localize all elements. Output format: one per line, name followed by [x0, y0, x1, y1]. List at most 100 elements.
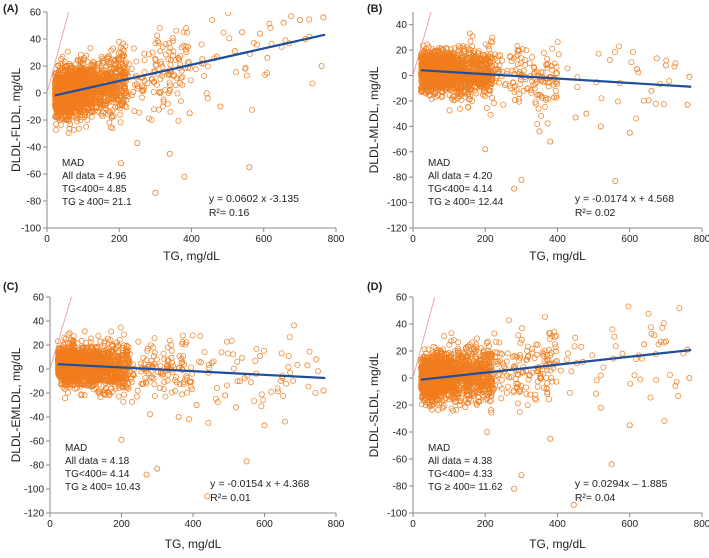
data-point: [90, 58, 97, 65]
data-point: [663, 57, 670, 64]
data-point: [470, 54, 477, 61]
outlier-point: [518, 176, 525, 183]
data-point: [535, 105, 542, 112]
data-point: [174, 90, 181, 97]
data-point: [125, 355, 132, 362]
data-point: [447, 51, 454, 58]
data-point: [133, 58, 140, 65]
data-point: [467, 86, 474, 93]
data-point: [77, 74, 84, 81]
data-point: [108, 328, 115, 335]
data-point: [176, 56, 182, 63]
data-point: [419, 42, 426, 49]
data-point: [75, 125, 82, 132]
data-point: [523, 47, 530, 54]
data-point: [501, 82, 508, 89]
data-point: [65, 81, 72, 88]
data-point: [484, 66, 491, 73]
x-tick-label: 200: [113, 519, 130, 530]
mad-lt400: TG<400= 4.85: [62, 184, 127, 195]
data-point: [418, 78, 425, 85]
data-point: [641, 97, 647, 104]
x-tick-label: 0: [44, 234, 50, 245]
data-point: [119, 100, 126, 107]
data-point: [110, 99, 117, 105]
outlier-point: [633, 66, 640, 73]
data-point: [473, 90, 480, 97]
data-point: [52, 71, 59, 77]
data-point: [515, 47, 522, 54]
data-point: [213, 395, 219, 402]
data-point: [115, 57, 122, 63]
data-point: [167, 61, 174, 68]
data-point: [439, 93, 446, 100]
data-point: [149, 49, 156, 56]
panel-b: (B)0 200 400 600 800-120-100-80-60-40-200204…: [367, 3, 709, 263]
data-point: [486, 46, 493, 53]
data-point: [54, 114, 61, 121]
data-point: [431, 56, 438, 62]
data-point: [454, 95, 461, 102]
y-tick-label: 20: [33, 341, 45, 352]
outlier-point: [239, 29, 246, 36]
data-point: [450, 57, 457, 64]
data-point: [80, 57, 87, 64]
data-point: [479, 82, 486, 88]
data-point: [183, 49, 190, 56]
data-point: [488, 38, 494, 45]
data-point: [134, 81, 141, 88]
data-point: [435, 45, 442, 52]
data-point: [121, 391, 128, 398]
data-point: [164, 377, 171, 384]
data-point: [83, 52, 90, 59]
data-point: [179, 74, 186, 81]
data-point: [115, 49, 122, 56]
data-point: [499, 57, 505, 64]
y-tick-label: 20: [396, 46, 408, 57]
data-point: [112, 68, 119, 75]
outlier-point: [152, 189, 159, 196]
data-point: [502, 80, 509, 87]
data-point: [69, 113, 76, 120]
data-point: [262, 71, 269, 78]
data-point: [479, 52, 486, 58]
data-point: [130, 45, 137, 52]
data-point: [433, 77, 440, 84]
data-point: [119, 96, 126, 103]
data-point: [157, 76, 164, 83]
data-point: [424, 41, 431, 48]
data-point: [106, 70, 113, 77]
data-point: [119, 61, 126, 68]
data-point: [204, 63, 211, 70]
data-point: [460, 87, 467, 94]
data-point: [178, 75, 184, 82]
data-point: [450, 70, 457, 77]
data-point: [542, 95, 549, 102]
data-point: [131, 108, 138, 115]
data-point: [465, 104, 472, 110]
data-point: [477, 55, 484, 62]
data-point: [528, 89, 535, 96]
outlier-point: [597, 123, 604, 130]
data-point: [158, 61, 165, 68]
data-point: [514, 61, 521, 68]
data-point: [485, 43, 492, 50]
data-point: [160, 96, 167, 103]
data-point: [427, 80, 434, 86]
data-point: [95, 332, 102, 339]
data-points: [50, 297, 327, 500]
outlier-point: [536, 128, 543, 135]
data-point: [438, 84, 445, 91]
data-point: [73, 75, 80, 82]
y-axis-title: DLDL-FLDL, mg/dL: [9, 68, 23, 172]
y-tick-label: 60: [33, 293, 45, 304]
data-point: [157, 58, 164, 65]
data-point: [60, 74, 67, 81]
data-point: [117, 119, 124, 126]
data-point: [294, 361, 301, 368]
data-point: [264, 70, 271, 77]
data-point: [165, 90, 172, 97]
data-point: [480, 91, 487, 98]
data-point: [230, 351, 237, 358]
outlier-point: [583, 110, 590, 117]
